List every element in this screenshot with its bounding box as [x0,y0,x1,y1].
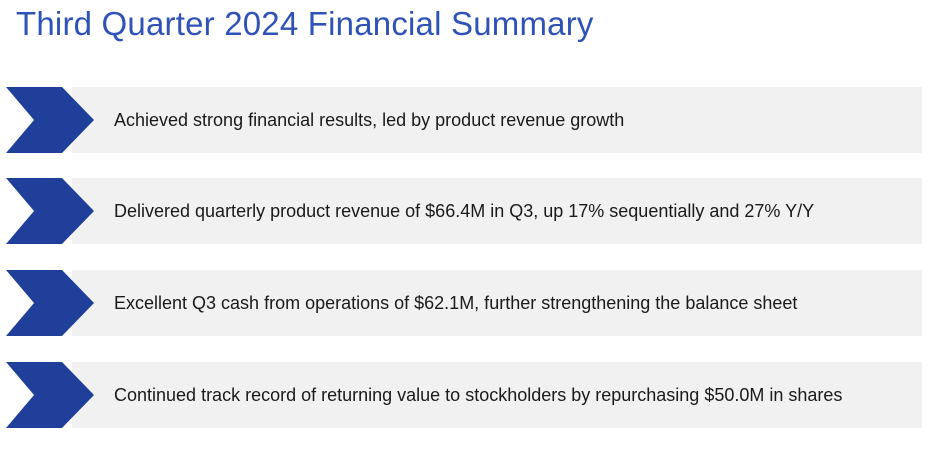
bullet-item-1: Achieved strong financial results, led b… [6,87,922,153]
bullet-item-4: Continued track record of returning valu… [6,362,922,428]
bullet-item-3: Excellent Q3 cash from operations of $62… [6,270,922,336]
bullet-bar [72,270,922,336]
bullet-item-2: Delivered quarterly product revenue of $… [6,178,922,244]
bullet-text: Continued track record of returning valu… [114,385,843,405]
bullet-text: Delivered quarterly product revenue of $… [114,201,815,221]
chevron-right-icon [6,87,96,153]
slide-title: Third Quarter 2024 Financial Summary [16,5,594,42]
bullet-bar [72,178,922,244]
bullet-text: Excellent Q3 cash from operations of $62… [114,293,798,313]
chevron-right-icon [6,270,96,336]
chevron-right-icon [6,178,96,244]
bullet-bar [72,87,922,153]
bullet-text: Achieved strong financial results, led b… [114,110,625,130]
chevron-right-icon [6,362,96,428]
bullet-bar [72,362,922,428]
